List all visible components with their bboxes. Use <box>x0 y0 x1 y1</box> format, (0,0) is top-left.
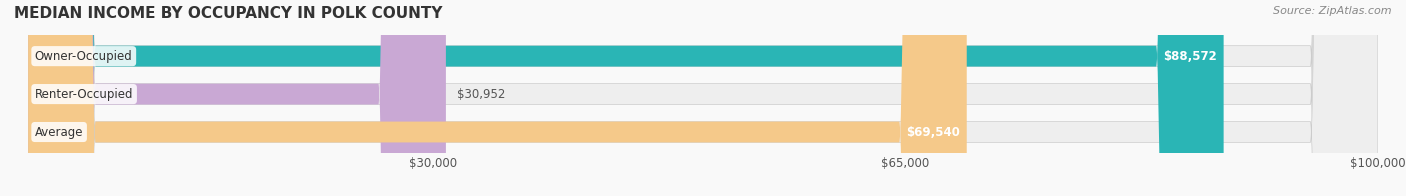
FancyBboxPatch shape <box>28 0 967 196</box>
FancyBboxPatch shape <box>28 0 446 196</box>
Text: $69,540: $69,540 <box>905 125 960 139</box>
Text: Average: Average <box>35 125 83 139</box>
FancyBboxPatch shape <box>28 0 1378 196</box>
Text: Source: ZipAtlas.com: Source: ZipAtlas.com <box>1274 6 1392 16</box>
Text: $30,952: $30,952 <box>457 88 505 101</box>
Text: Renter-Occupied: Renter-Occupied <box>35 88 134 101</box>
FancyBboxPatch shape <box>28 0 1378 196</box>
Text: Owner-Occupied: Owner-Occupied <box>35 50 132 63</box>
Text: MEDIAN INCOME BY OCCUPANCY IN POLK COUNTY: MEDIAN INCOME BY OCCUPANCY IN POLK COUNT… <box>14 6 443 21</box>
FancyBboxPatch shape <box>28 0 1378 196</box>
FancyBboxPatch shape <box>28 0 1223 196</box>
Text: $88,572: $88,572 <box>1163 50 1216 63</box>
